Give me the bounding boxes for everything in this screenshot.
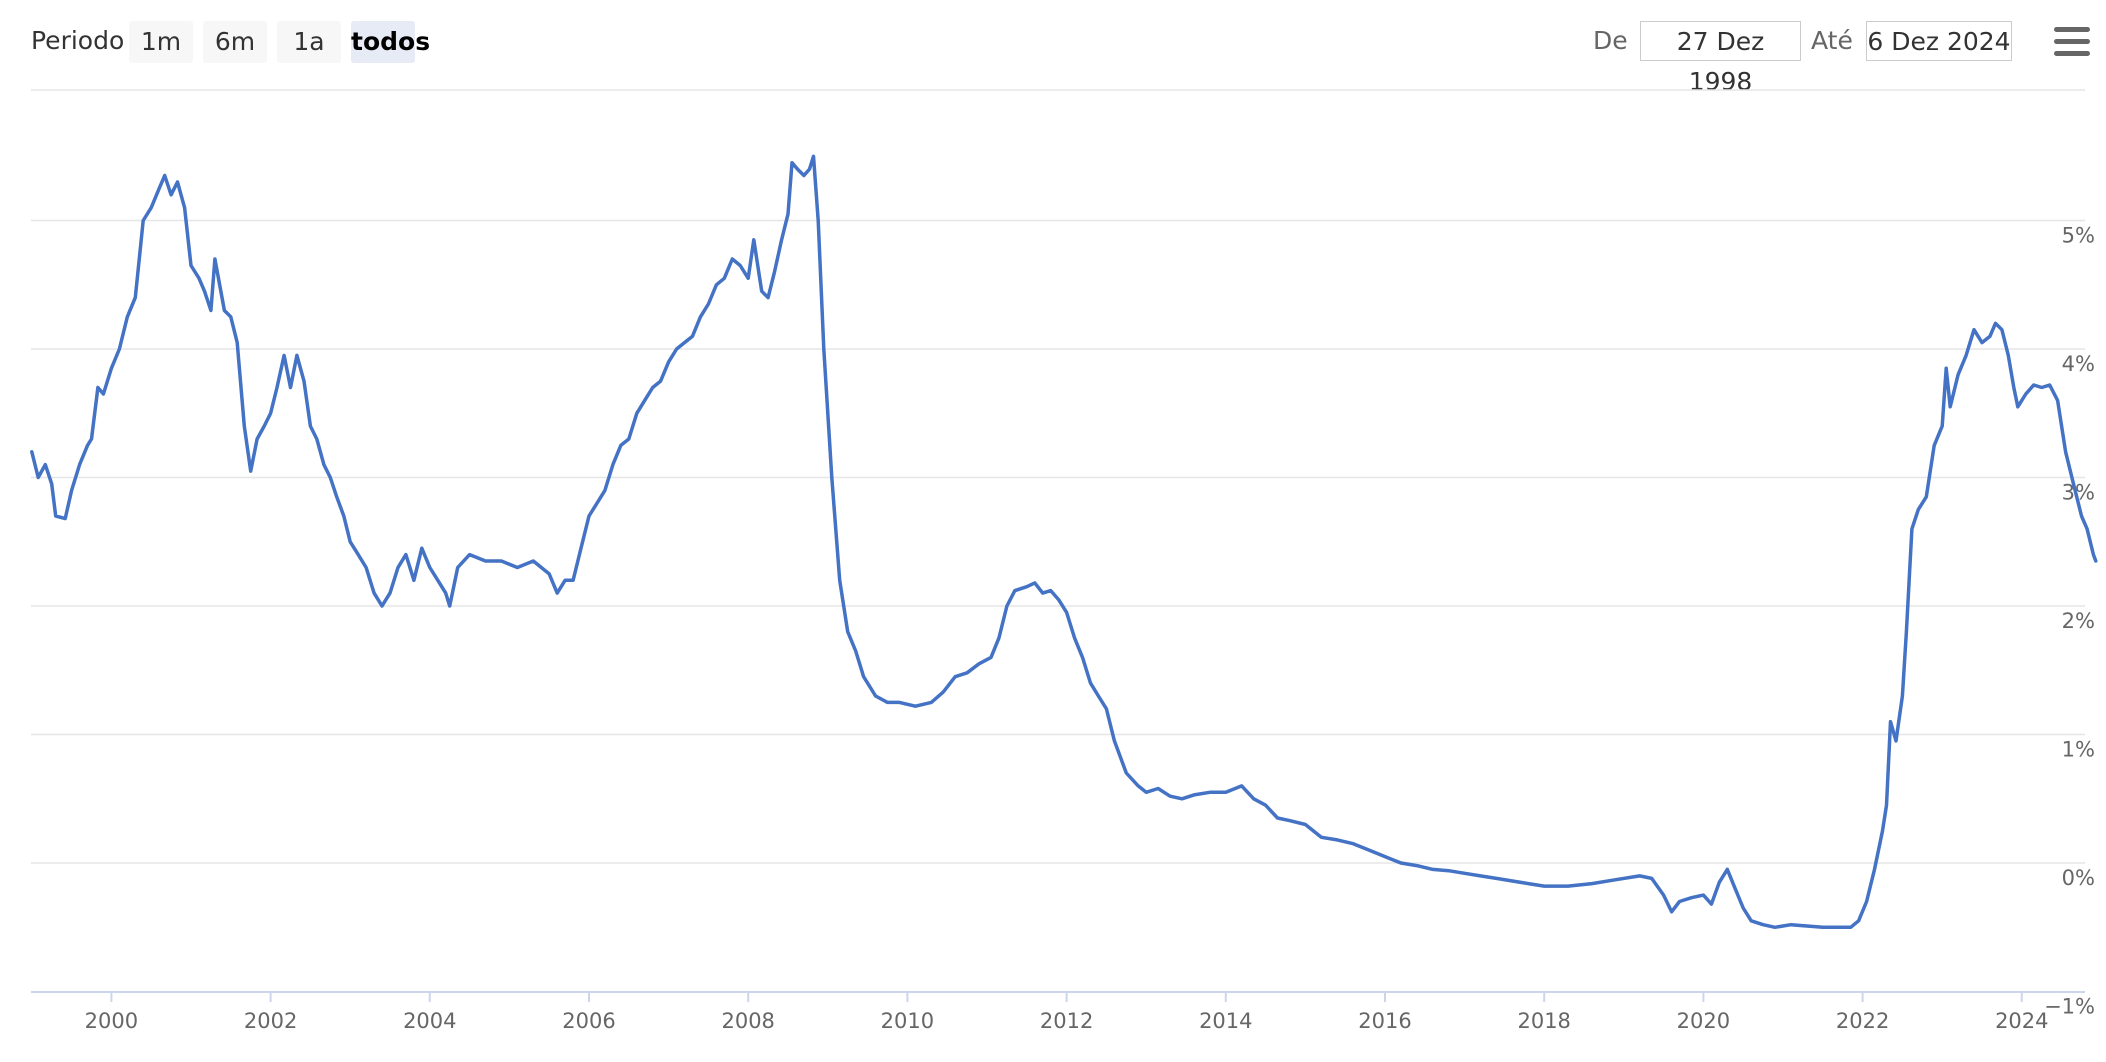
x-axis-labels: 2000 2002 2004 2006 2008 2010 2012 2014 2016 2018… xyxy=(85,1009,2049,1033)
x-tick-label: 2022 xyxy=(1836,1009,1889,1033)
x-tick-label: 2018 xyxy=(1517,1009,1570,1033)
x-tick-label: 2012 xyxy=(1040,1009,1093,1033)
x-tick-label: 2010 xyxy=(881,1009,934,1033)
grid-lines xyxy=(31,89,2085,864)
x-tick-label: 2008 xyxy=(721,1009,774,1033)
y-tick-label: 2% xyxy=(2062,609,2095,633)
from-label: De xyxy=(1593,26,1628,55)
x-tick-label: 2020 xyxy=(1677,1009,1730,1033)
x-axis xyxy=(31,991,2085,1002)
from-date-input[interactable]: 27 Dez 1998 xyxy=(1640,21,1801,96)
x-tick-label: 2006 xyxy=(562,1009,615,1033)
x-tick-label: 2014 xyxy=(1199,1009,1252,1033)
range-button-1a[interactable]: 1a xyxy=(277,21,341,63)
range-button-1m[interactable]: 1m xyxy=(129,21,193,63)
range-selector: Periodo 1m 6m 1a todos De 27 Dez 1998 At… xyxy=(0,0,2106,96)
y-tick-label: 4% xyxy=(2062,352,2095,376)
series-line-0 xyxy=(30,154,2098,930)
to-date-input[interactable]: 6 Dez 2024 xyxy=(1866,21,2012,61)
y-tick-label: 0% xyxy=(2062,866,2095,890)
x-tick-label: 2004 xyxy=(403,1009,456,1033)
y-tick-label: 5% xyxy=(2062,224,2095,248)
hamburger-menu-icon[interactable] xyxy=(2054,27,2090,59)
x-tick-label: 2002 xyxy=(244,1009,297,1033)
series-layer xyxy=(30,154,2098,930)
y-tick-label: 1% xyxy=(2062,738,2095,762)
to-label: Até xyxy=(1811,26,1853,55)
y-axis-labels: −1%0%1%2%3%4%5% xyxy=(2044,224,2095,1019)
y-tick-label: −1% xyxy=(2044,995,2095,1019)
x-tick-label: 2024 xyxy=(1995,1009,2048,1033)
period-label: Periodo xyxy=(31,26,125,55)
range-button-6m[interactable]: 6m xyxy=(203,21,267,63)
x-tick-label: 2000 xyxy=(85,1009,138,1033)
x-tick-label: 2016 xyxy=(1358,1009,1411,1033)
